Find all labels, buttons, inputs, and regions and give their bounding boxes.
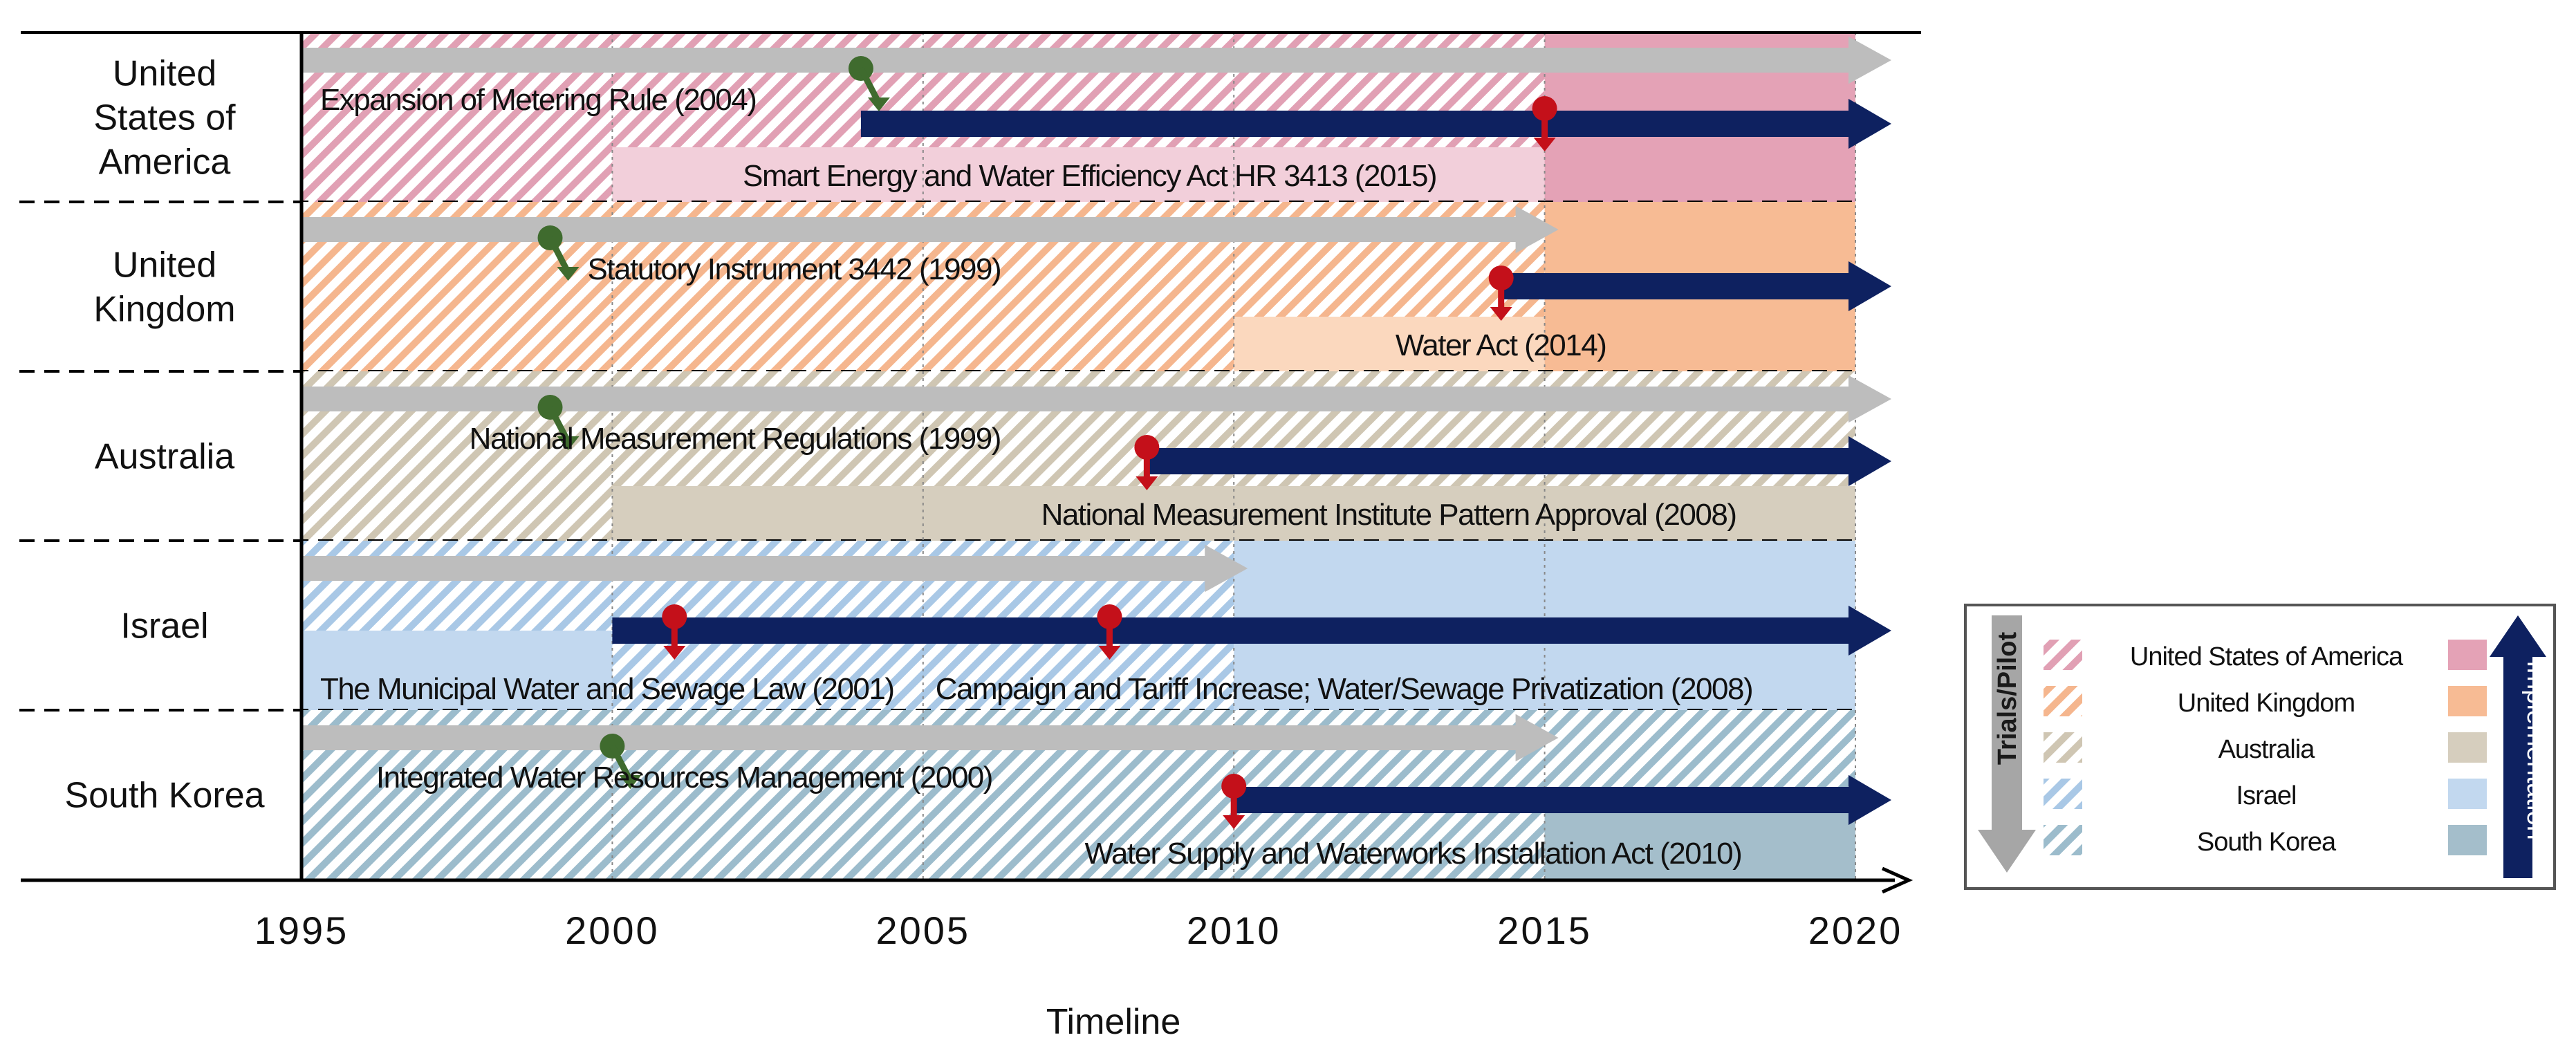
trial-arrow-israel (302, 544, 1248, 593)
legend-trial-label: Trials/Pilot (1993, 632, 2022, 765)
event-label-south_korea-0: Integrated Water Resources Management (2… (376, 761, 992, 794)
row-label-israel: Israel (120, 606, 208, 647)
legend: Trials/Pilot Implementation United States … (1964, 604, 2556, 890)
trial-arrow-australia (302, 375, 1891, 423)
tick-label-2005: 2005 (876, 909, 971, 952)
event-pin-australia-1 (1134, 435, 1160, 490)
impl-arrow-south_korea (1234, 774, 1891, 826)
legend-solid-south_korea (2448, 825, 2487, 855)
row-label-uk: United (113, 245, 216, 286)
legend-solid-usa (2448, 640, 2487, 670)
legend-hatch-israel (2044, 779, 2082, 809)
impl-arrow-usa (860, 98, 1891, 149)
row-label-usa: States of (93, 98, 236, 138)
event-pin-uk-0 (537, 225, 580, 281)
impl-arrow-israel (612, 605, 1891, 656)
arrows-layer (302, 36, 1891, 826)
event-pin-south_korea-0 (600, 734, 642, 789)
event-pin-israel-1 (1097, 604, 1122, 660)
event-pin-usa-1 (1532, 96, 1557, 151)
event-label-australia-0: National Measurement Regulations (1999) (470, 422, 1001, 456)
event-label-usa-0: Expansion of Metering Rule (2004) (320, 83, 756, 117)
legend-entry-usa: United States of America (2130, 642, 2404, 671)
row-label-usa: United (113, 54, 216, 94)
row-label-australia: Australia (95, 437, 234, 477)
row-label-south_korea: South Korea (64, 776, 264, 816)
event-label-uk-0: Statutory Instrument 3442 (1999) (587, 252, 1001, 286)
legend-hatch-australia (2044, 732, 2082, 763)
impl-arrow-uk (1501, 261, 1891, 312)
tick-label-2015: 2015 (1497, 909, 1592, 952)
trial-arrow-usa (302, 36, 1891, 84)
tick-label-1995: 1995 (254, 909, 349, 952)
impl-light-band-uk (1234, 317, 1545, 371)
row-label-uk: Kingdom (93, 290, 235, 330)
event-label-australia-1: National Measurement Institute Pattern A… (1041, 498, 1736, 532)
event-label-israel-0: The Municipal Water and Sewage Law (2001… (320, 672, 894, 706)
event-label-south_korea-1: Water Supply and Waterworks Installation… (1084, 837, 1741, 871)
legend-trial-arrow (1978, 615, 2036, 873)
events-layer: Expansion of Metering Rule (2004) Smart E… (320, 56, 1754, 871)
legend-impl-arrow (2490, 615, 2546, 878)
row-label-usa: America (99, 142, 231, 183)
tick-label-2020: 2020 (1808, 909, 1903, 952)
impl-band-south_korea (1544, 808, 1855, 880)
legend-hatch-usa (2044, 640, 2082, 670)
x-axis-label: Timeline (1046, 1002, 1181, 1042)
event-label-uk-1: Water Act (2014) (1396, 328, 1606, 362)
tick-label-2000: 2000 (565, 909, 660, 952)
event-pin-israel-0 (662, 604, 687, 660)
trial-arrow-uk (302, 205, 1559, 254)
tick-label-2010: 2010 (1187, 909, 1281, 952)
legend-solid-australia (2448, 732, 2487, 763)
legend-hatch-uk (2044, 686, 2082, 716)
event-label-usa-1: Smart Energy and Water Efficiency Act HR… (743, 159, 1436, 193)
event-pin-usa-0 (848, 56, 890, 111)
legend-hatch-south_korea (2044, 825, 2082, 855)
event-pin-south_korea-1 (1221, 774, 1247, 829)
impl-light-band-usa (612, 147, 1545, 202)
impl-arrow-australia (1147, 436, 1891, 487)
legend-solid-uk (2448, 686, 2487, 716)
legend-solid-israel (2448, 779, 2487, 809)
event-label-israel-1: Campaign and Tariff Increase; Water/Sewa… (936, 672, 1752, 706)
x-axis-arrowhead (1881, 866, 1914, 894)
legend-entry-israel: Israel (2236, 781, 2297, 810)
legend-entry-uk: United Kingdom (2178, 689, 2355, 718)
legend-entry-australia: Australia (2218, 735, 2316, 764)
event-pin-uk-1 (1488, 266, 1514, 321)
event-pin-australia-0 (537, 395, 580, 450)
impl-early-band-israel (302, 631, 613, 710)
legend-impl-label: Implementation (2521, 660, 2550, 840)
x-axis: 1995 2000 2005 2010 2015 2020 Timeline (21, 31, 1921, 1042)
legend-entry-south_korea: South Korea (2197, 828, 2337, 857)
